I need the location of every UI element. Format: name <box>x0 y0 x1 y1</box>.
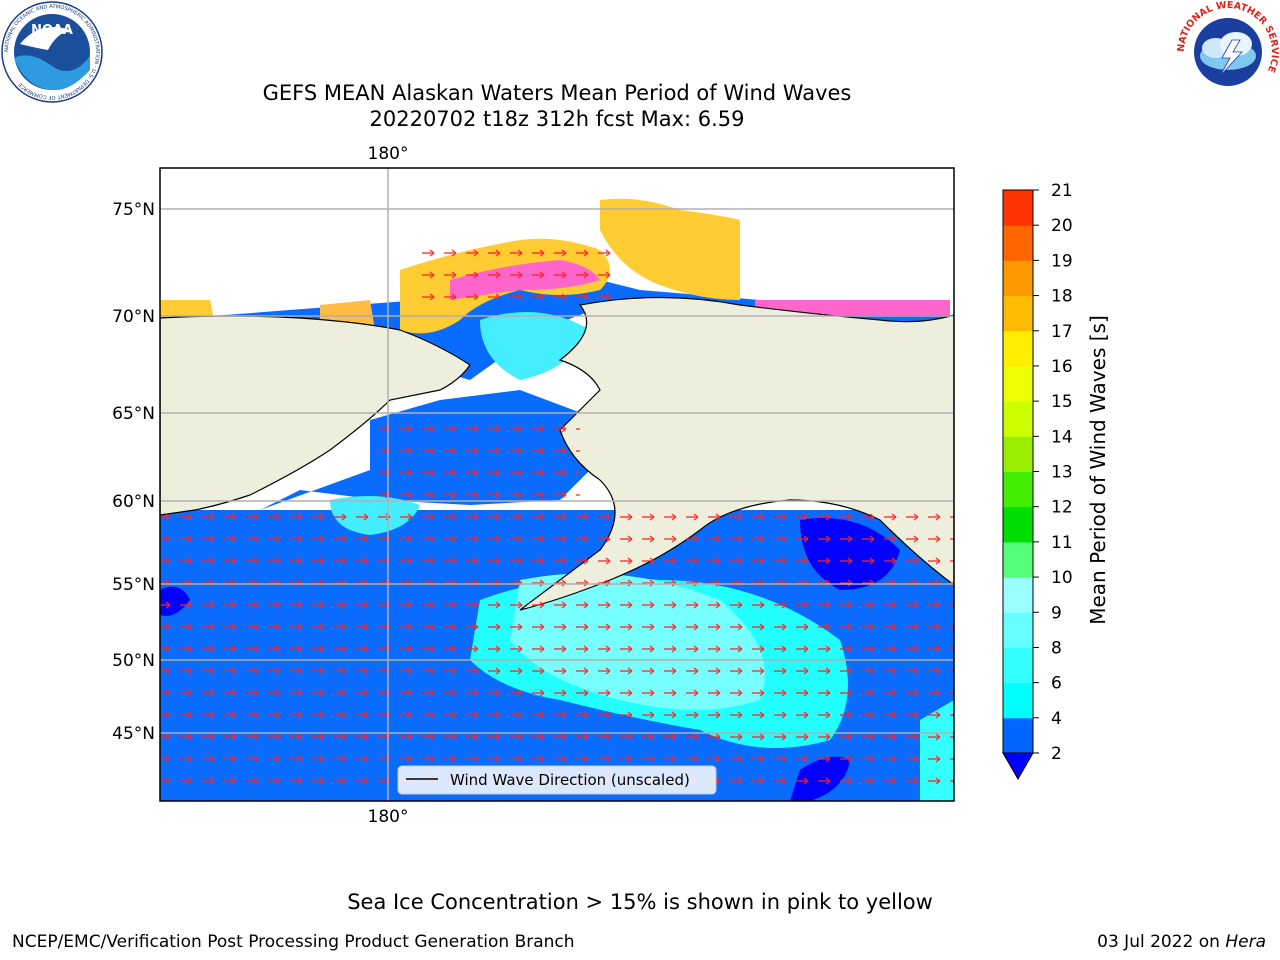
colorbar-band <box>1003 612 1033 648</box>
colorbar-tick-label: 15 <box>1051 392 1073 412</box>
colorbar-band <box>1003 506 1033 543</box>
lat-label-50: 50°N <box>112 651 155 671</box>
chart-subtitle: 20220702 t18z 312h fcst Max: 6.59 <box>369 107 745 131</box>
sea-ice-note: Sea Ice Concentration > 15% is shown in … <box>347 890 933 914</box>
colorbar-band <box>1003 260 1033 297</box>
colorbar-tick-label: 9 <box>1051 603 1062 623</box>
run-date: 03 Jul 2022 on Hera <box>1097 932 1266 952</box>
lat-label-45: 45°N <box>112 724 155 744</box>
colorbar-tick-label: 10 <box>1051 568 1073 588</box>
colorbar: 2 4 6 8 9 10 11 12 13 14 15 16 17 18 19 20 21 Mean Perio… <box>1002 181 1110 781</box>
noaa-logo: NOAA NATIONAL OCEANIC AND ATMOSPHERIC AD… <box>1 1 103 103</box>
colorbar-band <box>1003 541 1033 578</box>
colorbar-tick-label: 21 <box>1051 181 1073 201</box>
chart-title: GEFS MEAN Alaskan Waters Mean Period of … <box>262 81 852 105</box>
map-field <box>160 168 954 801</box>
colorbar-band <box>1003 436 1033 472</box>
colorbar-label: Mean Period of Wind Waves [s] <box>1086 315 1110 625</box>
noaa-wordmark: NOAA <box>31 23 73 38</box>
colorbar-band <box>1003 717 1033 754</box>
colorbar-band <box>1003 295 1033 332</box>
colorbar-tick-label: 13 <box>1051 463 1073 483</box>
run-date-text: 03 Jul 2022 on <box>1097 932 1220 952</box>
colorbar-band <box>1003 682 1033 719</box>
colorbar-tick-label: 20 <box>1051 216 1073 236</box>
lat-label-55: 55°N <box>112 575 155 595</box>
colorbar-band <box>1003 330 1033 367</box>
lon-label-top: 180° <box>368 144 409 164</box>
nws-logo: NATIONAL WEATHER SERVICE <box>1176 0 1280 102</box>
colorbar-tick-label: 4 <box>1051 709 1062 729</box>
colorbar-swatches <box>1002 189 1034 781</box>
credit-line: NCEP/EMC/Verification Post Processing Pr… <box>12 932 575 952</box>
colorbar-tick-label: 8 <box>1051 638 1062 658</box>
colorbar-tick-label: 11 <box>1051 533 1073 553</box>
lat-label-65: 65°N <box>112 404 155 424</box>
lat-label-70: 70°N <box>112 307 155 327</box>
colorbar-tick-label: 17 <box>1051 322 1073 342</box>
colorbar-tick-label: 2 <box>1051 744 1062 764</box>
lat-label-75: 75°N <box>112 200 155 220</box>
colorbar-band <box>1003 577 1033 613</box>
colorbar-band <box>1003 365 1033 402</box>
colorbar-band <box>1003 401 1033 437</box>
map-plot: 180° 180° 75°N 70°N 65°N 60°N 55°N 50°N … <box>112 144 955 827</box>
run-machine: Hera <box>1225 932 1266 952</box>
colorbar-band <box>1003 190 1033 226</box>
colorbar-tick-label: 6 <box>1051 674 1062 694</box>
colorbar-tick-label: 16 <box>1051 357 1073 377</box>
lat-label-60: 60°N <box>112 492 155 512</box>
colorbar-tick-label: 18 <box>1051 287 1073 307</box>
legend-label: Wind Wave Direction (unscaled) <box>450 771 690 789</box>
colorbar-ticks: 2 4 6 8 9 10 11 12 13 14 15 16 17 18 19 20 21 <box>1033 181 1073 764</box>
colorbar-band <box>1003 471 1033 508</box>
lon-label-bottom: 180° <box>368 807 409 827</box>
colorbar-tick-label: 19 <box>1051 251 1073 271</box>
colorbar-tick-label: 12 <box>1051 498 1073 518</box>
colorbar-band <box>1003 225 1033 261</box>
map-legend: Wind Wave Direction (unscaled) <box>397 765 717 795</box>
colorbar-under-triangle <box>1002 752 1034 781</box>
colorbar-tick-label: 14 <box>1051 427 1073 447</box>
colorbar-band <box>1003 647 1033 684</box>
